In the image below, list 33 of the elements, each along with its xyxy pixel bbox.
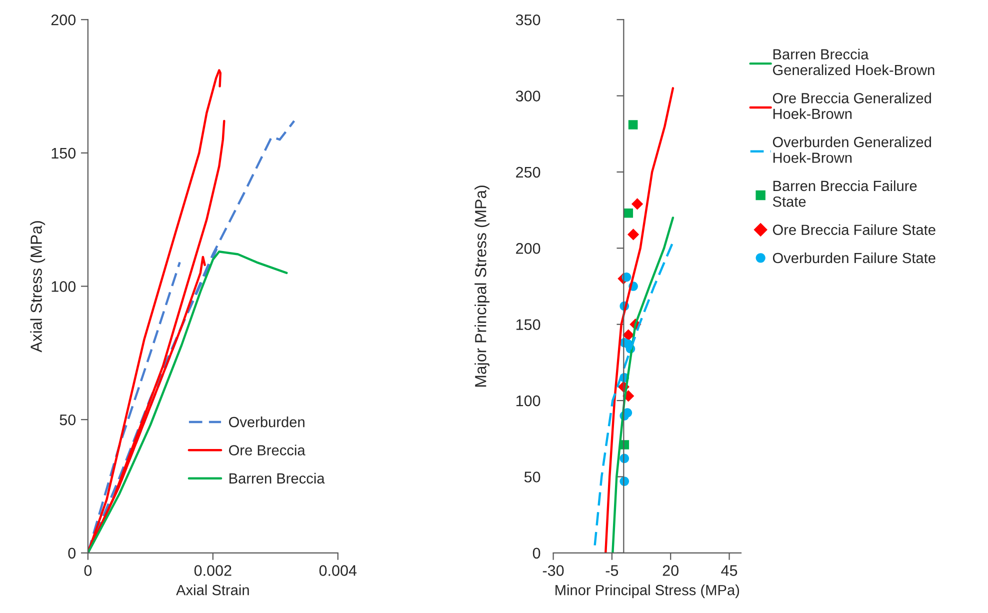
y-axis-title: Major Principal Stress (MPa) bbox=[474, 186, 490, 387]
y-tick-label: 350 bbox=[516, 14, 540, 26]
legend-label: Ore Breccia Generalized Hoek-Brown bbox=[772, 92, 931, 120]
y-tick-label: 200 bbox=[516, 243, 540, 254]
y-tick-label: 100 bbox=[516, 395, 540, 406]
legend-label: Overburden bbox=[229, 416, 304, 428]
y-tick-label: 150 bbox=[516, 319, 540, 330]
y-tick-label: 0 bbox=[532, 548, 540, 559]
legend-label: Barren Breccia Generalized Hoek-Brown bbox=[772, 48, 934, 76]
x-tick-label: 0.004 bbox=[319, 565, 357, 576]
x-tick-label: 0.002 bbox=[194, 565, 232, 576]
y-tick-label: 100 bbox=[52, 281, 76, 292]
x-tick-label: 0 bbox=[84, 565, 92, 576]
y-tick-label: 250 bbox=[516, 166, 540, 178]
y-tick-label: 150 bbox=[52, 148, 76, 159]
y-tick-label: 50 bbox=[60, 414, 76, 426]
legend-label: Overburden Generalized Hoek-Brown bbox=[772, 136, 932, 163]
y-axis-title: Axial Stress (MPa) bbox=[30, 221, 46, 352]
x-tick-label: -30 bbox=[542, 565, 564, 576]
y-tick-label: 0 bbox=[68, 548, 76, 559]
y-tick-label: 300 bbox=[516, 90, 540, 102]
x-tick-label: -5 bbox=[606, 565, 618, 576]
y-tick-label: 50 bbox=[524, 472, 540, 482]
x-tick-label: 45 bbox=[721, 565, 738, 576]
x-axis-title: Axial Strain bbox=[176, 584, 249, 596]
legend-label: Overburden Failure State bbox=[772, 252, 936, 264]
x-axis-title: Minor Principal Stress (MPa) bbox=[556, 584, 740, 598]
legend-label: Barren Breccia Failure State bbox=[772, 180, 917, 207]
legend-label: Barren Breccia bbox=[230, 472, 325, 484]
legend-label: Ore Breccia bbox=[229, 444, 306, 456]
legend-label: Ore Breccia Failure State bbox=[772, 224, 936, 235]
x-tick-label: 20 bbox=[662, 565, 679, 576]
y-tick-label: 200 bbox=[51, 14, 76, 26]
